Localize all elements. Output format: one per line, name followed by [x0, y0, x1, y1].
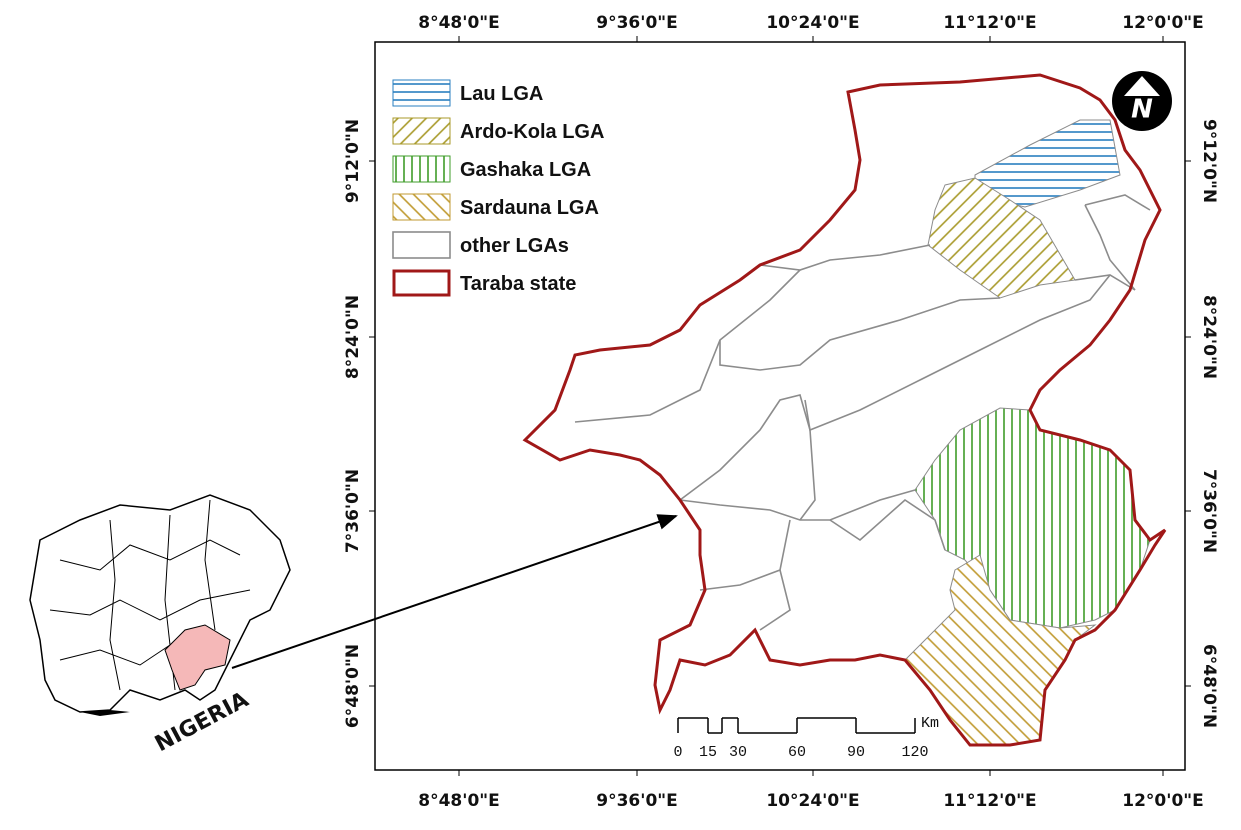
legend-label: Lau LGA — [460, 83, 543, 105]
legend-swatch — [392, 269, 451, 297]
lon-label-top: 9°36'0"E — [596, 13, 678, 33]
legend-label: Sardauna LGA — [460, 197, 599, 219]
lat-label-right: 6°48'0"N — [1199, 644, 1219, 728]
legend-swatch — [392, 193, 451, 221]
legend-swatch — [392, 155, 451, 183]
lon-label-bottom: 12°0'0"E — [1122, 791, 1204, 811]
lat-label-left: 6°48'0"N — [343, 644, 363, 728]
lon-label-bottom: 9°36'0"E — [596, 791, 678, 811]
lon-label-bottom: 8°48'0"E — [418, 791, 500, 811]
scale-label: 0 — [673, 744, 682, 761]
scale-unit: Km — [921, 715, 939, 732]
lat-label-left: 7°36'0"N — [343, 469, 363, 553]
north-label: N — [1131, 95, 1153, 125]
scale-bar: 0 15 30 60 90 120 Km — [673, 715, 939, 761]
lat-label-left: 8°24'0"N — [343, 295, 363, 379]
lon-label-bottom: 11°12'0"E — [943, 791, 1036, 811]
lon-label-top: 8°48'0"E — [418, 13, 500, 33]
scale-label: 60 — [788, 744, 806, 761]
scale-label: 30 — [729, 744, 747, 761]
other-lga-boundaries — [574, 194, 1151, 631]
scale-label: 120 — [901, 744, 928, 761]
map-frame — [374, 41, 1186, 771]
lga-regions — [904, 119, 1151, 746]
lon-label-top: 12°0'0"E — [1122, 13, 1204, 33]
lon-label-top: 11°12'0"E — [943, 13, 1036, 33]
north-arrow: N — [1112, 71, 1172, 131]
scale-label: 90 — [847, 744, 865, 761]
lat-label-right: 9°12'0"N — [1199, 119, 1219, 203]
legend-swatch — [392, 231, 451, 259]
scale-label: 15 — [699, 744, 717, 761]
legend-label: Taraba state — [460, 273, 576, 295]
lon-label-top: 10°24'0"E — [766, 13, 859, 33]
ardo-kola-lga — [927, 177, 1076, 299]
lat-label-right: 8°24'0"N — [1199, 295, 1219, 379]
lon-label-bottom: 10°24'0"E — [766, 791, 859, 811]
legend-swatch — [392, 117, 451, 145]
legend-label: other LGAs — [460, 235, 569, 257]
taraba-boundary — [522, 73, 1167, 747]
lat-label-right: 7°36'0"N — [1199, 469, 1219, 553]
legend-label: Ardo-Kola LGA — [460, 121, 604, 143]
legend-label: Gashaka LGA — [460, 159, 591, 181]
lat-label-left: 9°12'0"N — [343, 119, 363, 203]
legend: Lau LGA Ardo-Kola LGA Gashaka LGA Sardauna … — [392, 79, 604, 297]
gashaka-lga — [914, 407, 1151, 629]
legend-swatch — [392, 79, 451, 107]
scale-line — [677, 717, 916, 734]
